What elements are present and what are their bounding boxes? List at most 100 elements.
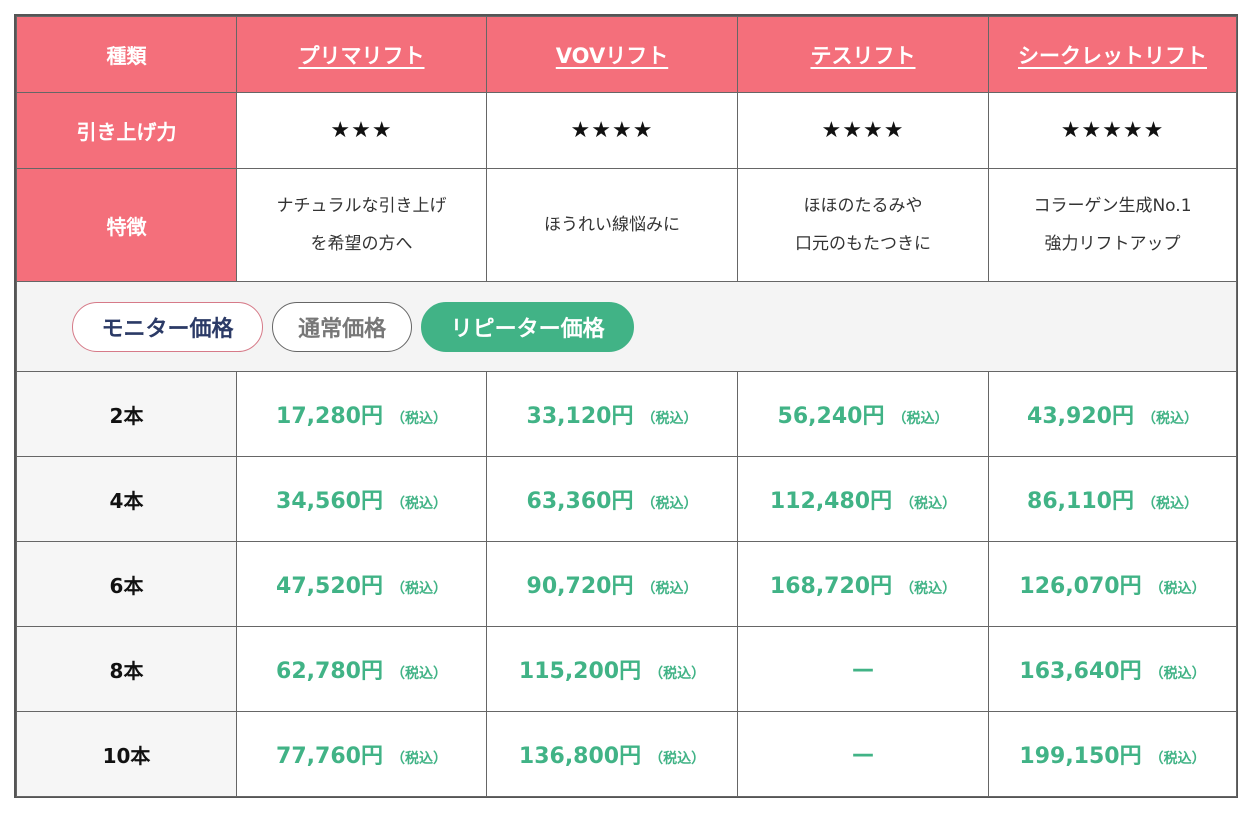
price-value: 112,480円 — [769, 489, 893, 514]
lift-power-cell: ★★★★ — [737, 92, 989, 169]
feature-line: ほほのたるみや — [803, 196, 923, 216]
tax-note: （税込） — [1141, 496, 1198, 512]
price-cell: 62,780円 （税込） — [236, 626, 487, 712]
feature-label: 特徴 — [16, 168, 237, 282]
table-row: 8本 62,780円 （税込） 115,200円 （税込） — 163,640円 （税… — [16, 626, 1237, 712]
tax-note: （税込） — [892, 411, 949, 427]
price-value: 34,560円 — [276, 489, 383, 514]
feature-line: コラーゲン生成No.1 — [1033, 196, 1192, 216]
type-header: 種類 — [16, 16, 237, 93]
price-cell: — — [737, 626, 989, 712]
price-cell: 112,480円 （税込） — [737, 456, 989, 542]
price-value: 62,780円 — [276, 659, 383, 684]
price-cell: 136,800円 （税込） — [486, 711, 738, 797]
price-value: 126,070円 — [1019, 574, 1142, 599]
price-cell: 90,720円 （税込） — [486, 541, 738, 627]
tax-note: （税込） — [1149, 666, 1206, 682]
tab-repeater-price[interactable]: リピーター価格 — [421, 301, 635, 352]
table-row: 10本 77,760円 （税込） 136,800円 （税込） — 199,150円 （… — [16, 711, 1237, 797]
lift-power-cell: ★★★★★ — [988, 92, 1237, 169]
table-row: 2本 17,280円 （税込） 33,120円 （税込） 56,240円 （税込） 4… — [16, 371, 1237, 457]
price-cell: 33,120円 （税込） — [486, 371, 738, 457]
product-header: テスリフト — [737, 16, 989, 93]
price-value: 47,520円 — [276, 574, 383, 599]
price-value: 163,640円 — [1019, 659, 1142, 684]
feature-cell: ナチュラルな引き上げ を希望の方へ — [236, 168, 487, 282]
price-cell: 86,110円 （税込） — [988, 456, 1237, 542]
price-value: 43,920円 — [1027, 404, 1134, 429]
price-value: 56,240円 — [777, 404, 885, 429]
price-value: 168,720円 — [769, 574, 893, 599]
product-link-vov[interactable]: VOVリフト — [555, 43, 669, 68]
price-cell: 115,200円 （税込） — [486, 626, 738, 712]
price-cell: 43,920円 （税込） — [988, 371, 1237, 457]
tax-note: （税込） — [641, 411, 698, 427]
row-label: 2本 — [16, 371, 237, 457]
price-value: 63,360円 — [526, 489, 634, 514]
product-link-tes[interactable]: テスリフト — [810, 43, 916, 68]
tax-note: （税込） — [900, 496, 957, 512]
product-header: シークレットリフト — [988, 16, 1237, 93]
not-available: — — [852, 656, 874, 682]
lift-power-label: 引き上げ力 — [16, 92, 237, 169]
price-cell: 163,640円 （税込） — [988, 626, 1237, 712]
star-rating: ★★★★ — [570, 118, 654, 143]
tax-note: （税込） — [390, 411, 447, 427]
tax-note: （税込） — [900, 581, 957, 597]
feature-line: 口元のもたつきに — [795, 234, 931, 254]
tax-note: （税込） — [649, 751, 706, 767]
tax-note: （税込） — [1141, 411, 1198, 427]
product-header: プリマリフト — [236, 16, 487, 93]
star-rating: ★★★ — [330, 118, 393, 143]
price-cell: — — [737, 711, 989, 797]
feature-label-text: 特徴 — [106, 214, 147, 239]
tab-monitor-price[interactable]: モニター価格 — [72, 301, 263, 352]
feature-line: を希望の方へ — [310, 234, 413, 254]
price-cell: 47,520円 （税込） — [236, 541, 487, 627]
price-cell: 126,070円 （税込） — [988, 541, 1237, 627]
price-cell: 63,360円 （税込） — [486, 456, 738, 542]
product-link-secret[interactable]: シークレットリフト — [1018, 43, 1207, 68]
price-value: 86,110円 — [1027, 489, 1134, 514]
not-available: — — [852, 741, 874, 767]
price-tabs: モニター価格 通常価格 リピーター価格 — [16, 281, 1237, 372]
price-cell: 17,280円 （税込） — [236, 371, 487, 457]
lift-power-cell: ★★★★ — [486, 92, 738, 169]
star-rating: ★★★★ — [821, 118, 905, 143]
price-cell: 77,760円 （税込） — [236, 711, 487, 797]
table-row: 4本 34,560円 （税込） 63,360円 （税込） 112,480円 （税込） … — [16, 456, 1237, 542]
type-header-label: 種類 — [106, 44, 147, 68]
feature-cell: コラーゲン生成No.1 強力リフトアップ — [988, 168, 1237, 282]
price-cell: 34,560円 （税込） — [236, 456, 487, 542]
tax-note: （税込） — [641, 581, 698, 597]
tab-normal-price[interactable]: 通常価格 — [272, 301, 413, 352]
row-label: 6本 — [16, 541, 237, 627]
feature-cell: ほうれい線悩みに — [486, 168, 738, 282]
price-value: 90,720円 — [526, 574, 634, 599]
feature-line: 強力リフトアップ — [1044, 234, 1181, 254]
tax-note: （税込） — [390, 666, 447, 682]
product-link-prima[interactable]: プリマリフト — [298, 43, 425, 68]
tax-note: （税込） — [641, 496, 698, 512]
price-value: 199,150円 — [1019, 744, 1142, 769]
price-value: 115,200円 — [518, 659, 642, 684]
tax-note: （税込） — [1149, 581, 1206, 597]
tax-note: （税込） — [390, 751, 447, 767]
price-value: 136,800円 — [518, 744, 642, 769]
table-row: 6本 47,520円 （税込） 90,720円 （税込） 168,720円 （税込） … — [16, 541, 1237, 627]
feature-line: ナチュラルな引き上げ — [276, 196, 447, 216]
price-cell: 199,150円 （税込） — [988, 711, 1237, 797]
product-header: VOVリフト — [486, 16, 738, 93]
feature-cell: ほほのたるみや 口元のもたつきに — [737, 168, 989, 282]
lift-power-cell: ★★★ — [236, 92, 487, 169]
feature-line: ほうれい線悩みに — [544, 215, 680, 235]
price-comparison-table: 種類 プリマリフト VOVリフト テスリフト シークレットリフト 引き上げ力 ★… — [14, 14, 1238, 798]
price-cell: 168,720円 （税込） — [737, 541, 989, 627]
price-cell: 56,240円 （税込） — [737, 371, 989, 457]
tax-note: （税込） — [390, 496, 447, 512]
row-label: 10本 — [16, 711, 237, 797]
price-value: 77,760円 — [276, 744, 383, 769]
row-label: 8本 — [16, 626, 237, 712]
tax-note: （税込） — [1149, 751, 1206, 767]
star-rating: ★★★★★ — [1060, 118, 1165, 143]
